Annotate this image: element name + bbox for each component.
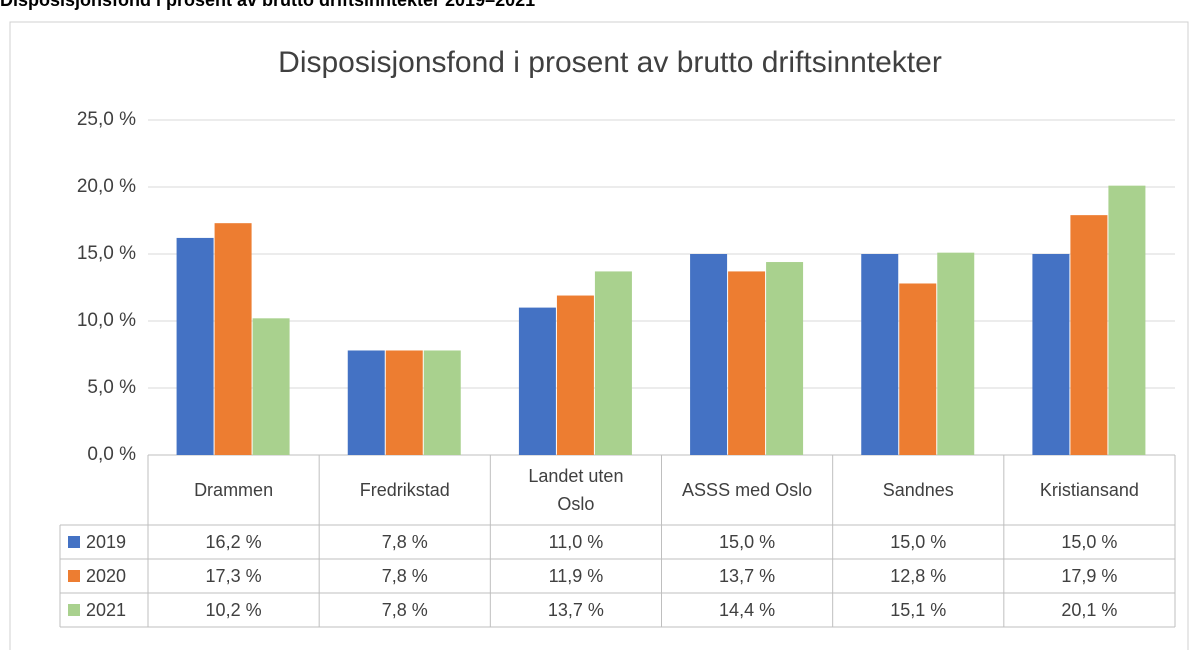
table-value: 15,0 %: [719, 532, 775, 552]
bar: [176, 237, 214, 455]
x-category-box: Drammen: [148, 455, 319, 525]
table-value: 13,7 %: [719, 566, 775, 586]
y-tick-label: 20,0 %: [77, 176, 136, 197]
bar: [728, 271, 766, 455]
x-tick-label: Sandnes: [882, 480, 954, 500]
y-tick-label: 0,0 %: [87, 444, 136, 465]
x-category-box: Landet uten Oslo: [490, 455, 661, 525]
table-value: 10,2 %: [206, 600, 262, 620]
chart-title: Disposisjonsfond i prosent av brutto dri…: [278, 46, 942, 79]
legend-label: 2019: [86, 532, 126, 552]
table-value: 20,1 %: [1061, 600, 1117, 620]
x-tick-label: Drammen: [194, 480, 274, 500]
bar: [385, 350, 423, 455]
y-tick-label: 15,0 %: [77, 243, 136, 264]
legend-label: 2020: [86, 566, 126, 586]
table-value: 7,8 %: [382, 600, 428, 620]
bar: [252, 318, 290, 455]
x-tick-label: ASSS med Oslo: [682, 480, 813, 500]
table-value: 15,0 %: [1061, 532, 1117, 552]
table-value: 7,8 %: [382, 566, 428, 586]
legend-label: 2021: [86, 600, 126, 620]
table-value: 11,9 %: [549, 566, 604, 586]
bar: [1108, 185, 1146, 455]
legend-swatch: [68, 604, 80, 616]
y-tick-label: 25,0 %: [77, 109, 136, 130]
table-value: 7,8 %: [382, 532, 428, 552]
table-value: 15,0 %: [890, 532, 946, 552]
x-tick-label: Fredrikstad: [359, 480, 450, 500]
x-category-box: Kristiansand: [1004, 455, 1175, 525]
table-value: 17,9 %: [1061, 566, 1117, 586]
x-category-box: Sandnes: [833, 455, 1004, 525]
x-category-cell: Drammen: [148, 455, 319, 525]
bar: [690, 254, 728, 455]
table-value: 13,7 %: [548, 600, 604, 620]
y-tick-label: 10,0 %: [77, 310, 136, 331]
bar: [518, 307, 556, 455]
bar: [899, 283, 937, 455]
legend-swatch: [68, 536, 80, 548]
x-category-cell: Kristiansand: [1004, 455, 1175, 525]
bar: [1032, 254, 1070, 455]
bar: [766, 262, 804, 455]
x-category-box: Fredrikstad: [319, 455, 490, 525]
table-value: 15,1 %: [890, 600, 946, 620]
x-category-cell: Fredrikstad: [319, 455, 490, 525]
y-tick-label: 5,0 %: [87, 377, 136, 398]
x-category-cell: Landet uten Oslo: [490, 455, 661, 525]
x-tick-label: Landet uten Oslo: [528, 466, 624, 514]
bar: [594, 271, 632, 455]
table-value: 12,8 %: [890, 566, 946, 586]
bar: [423, 350, 461, 455]
table-value: 14,4 %: [719, 600, 775, 620]
bar: [347, 350, 385, 455]
bar: [861, 254, 899, 455]
table-value: 16,2 %: [206, 532, 262, 552]
x-category-box: ASSS med Oslo: [662, 455, 833, 525]
table-value: 11,0 %: [549, 532, 604, 552]
bar: [214, 223, 252, 455]
x-category-cell: Sandnes: [833, 455, 1004, 525]
legend-swatch: [68, 570, 80, 582]
x-tick-label: Kristiansand: [1039, 480, 1139, 500]
bar: [556, 295, 594, 455]
page-heading: Disposisjonsfond i prosent av brutto dri…: [0, 0, 535, 10]
bar: [937, 252, 975, 455]
x-category-cell: ASSS med Oslo: [662, 455, 833, 525]
bar: [1070, 215, 1108, 455]
table-value: 17,3 %: [206, 566, 262, 586]
